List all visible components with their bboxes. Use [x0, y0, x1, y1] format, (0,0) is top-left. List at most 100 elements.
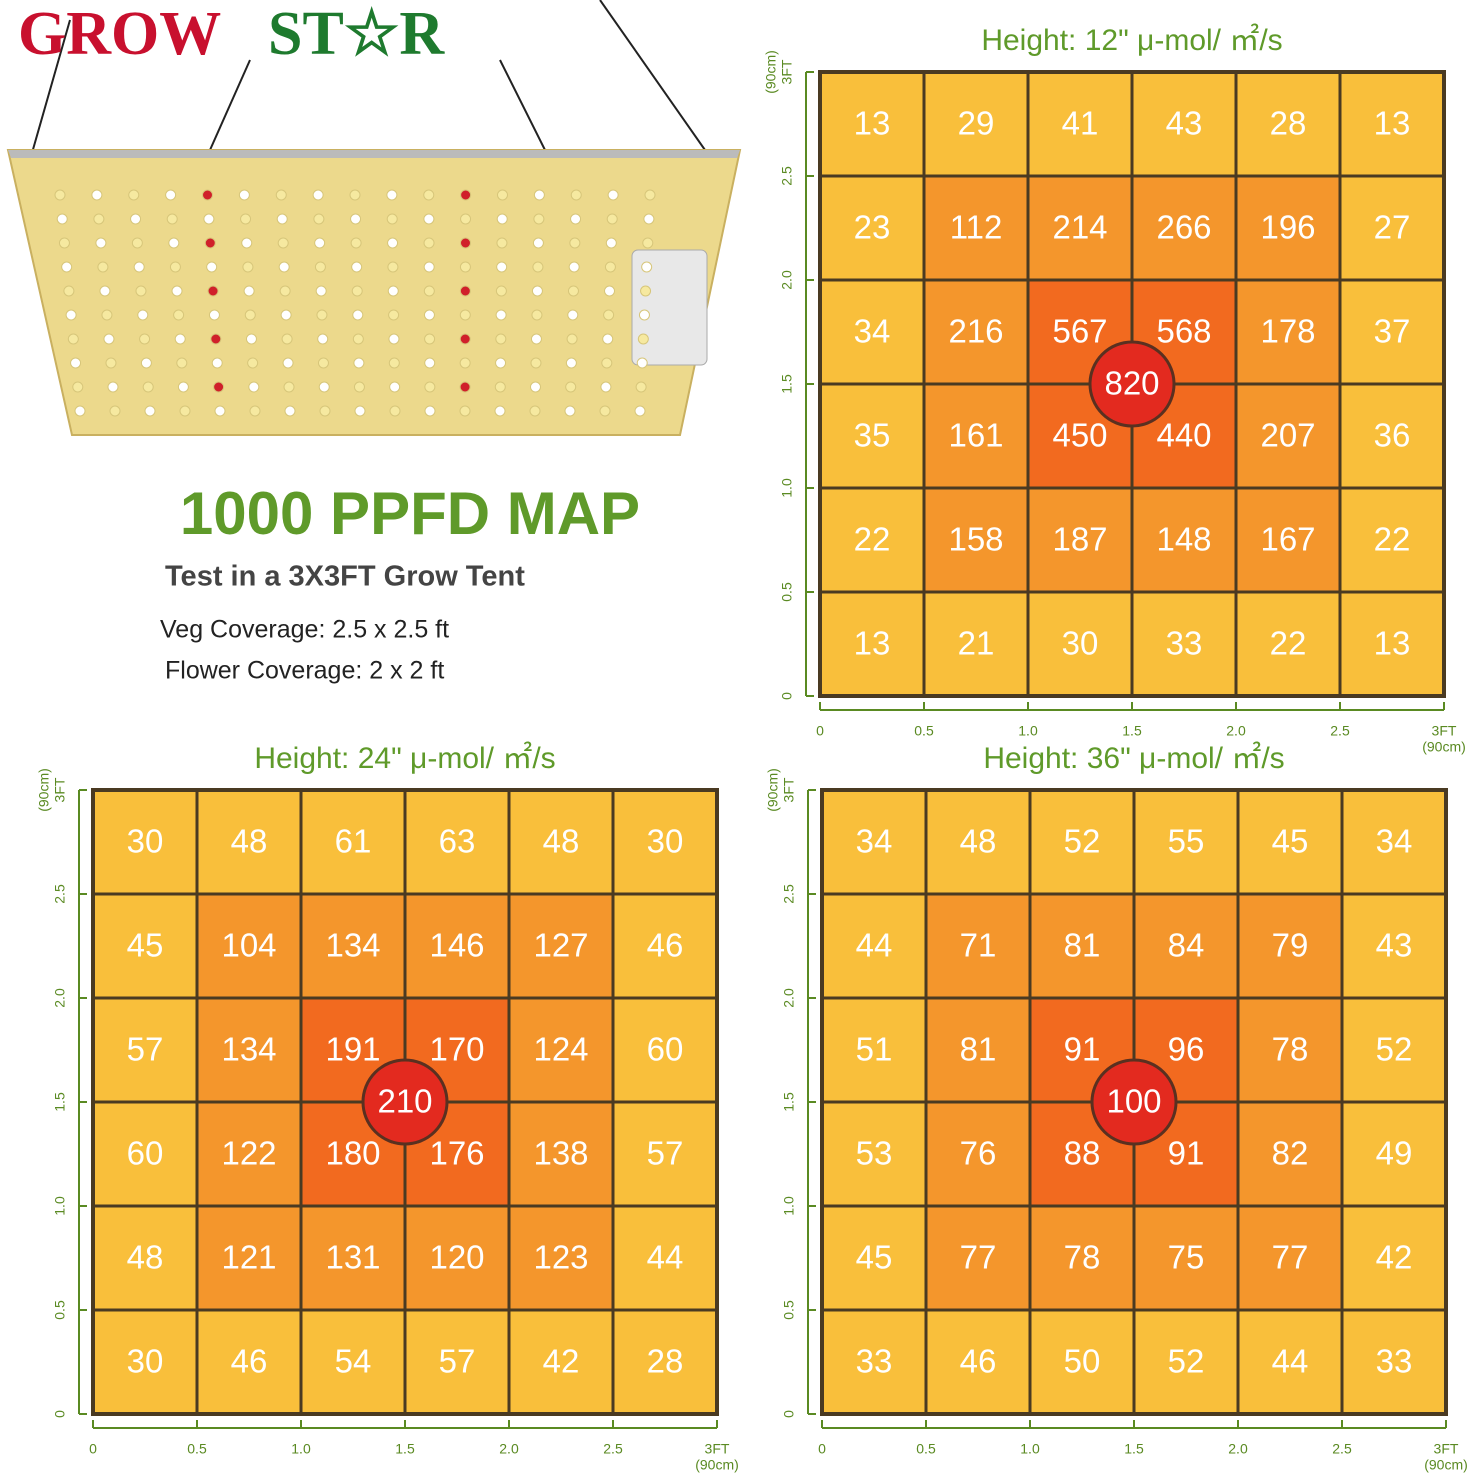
led: [566, 333, 578, 345]
led: [179, 405, 191, 417]
cell-value: 35: [854, 417, 891, 454]
cell-value: 191: [325, 1031, 380, 1068]
led: [350, 213, 362, 225]
led: [494, 405, 506, 417]
cell-value: 127: [533, 927, 588, 964]
cell-value: 91: [1064, 1031, 1101, 1068]
led: [99, 285, 111, 297]
led: [644, 189, 656, 201]
cell-value: 57: [127, 1031, 164, 1068]
led: [353, 357, 365, 369]
y-tick-label: 0: [779, 692, 795, 700]
led: [533, 213, 545, 225]
led: [529, 381, 541, 393]
cell-value: 22: [854, 521, 891, 558]
cell: [1234, 278, 1342, 386]
led: [204, 237, 216, 249]
led: [72, 381, 84, 393]
led: [54, 189, 66, 201]
cell: [611, 1308, 719, 1416]
x-tick-label: 0: [89, 1441, 97, 1457]
led: [638, 309, 650, 321]
led: [386, 213, 398, 225]
cell-value: 112: [950, 209, 1003, 246]
x-tick-label: 2.5: [603, 1441, 623, 1457]
led: [312, 189, 324, 201]
center-marker: [1090, 1058, 1178, 1146]
cell-value: 43: [1166, 105, 1203, 142]
led: [495, 285, 507, 297]
cell-value: 121: [221, 1239, 276, 1276]
cell: [820, 788, 928, 896]
led: [424, 333, 436, 345]
cell-value: 30: [127, 823, 164, 860]
led: [58, 237, 70, 249]
cell: [818, 278, 926, 386]
led: [105, 357, 117, 369]
cell-value: 216: [948, 313, 1003, 350]
cell: [922, 486, 1030, 594]
y-unit: (90cm): [765, 768, 781, 812]
led: [350, 237, 362, 249]
cell-value: 48: [127, 1239, 164, 1276]
led: [601, 357, 613, 369]
y-tick-label: 0.5: [779, 582, 795, 602]
cell-value: 54: [335, 1343, 372, 1380]
cell-value: 34: [1376, 823, 1413, 860]
led: [67, 333, 79, 345]
led: [599, 405, 611, 417]
led: [314, 261, 326, 273]
cell-value: 29: [958, 105, 995, 142]
led: [459, 381, 471, 393]
led: [244, 309, 256, 321]
cell: [611, 1204, 719, 1312]
y-tick-label: 1.5: [52, 1092, 68, 1112]
led: [210, 333, 222, 345]
led: [93, 213, 105, 225]
led: [640, 285, 652, 297]
led: [243, 285, 255, 297]
cell: [1234, 590, 1342, 698]
cell: [403, 1308, 511, 1416]
cell-value: 180: [325, 1135, 380, 1172]
frame: [820, 788, 1448, 1416]
cell-value: 36: [1374, 417, 1411, 454]
led: [133, 261, 145, 273]
led: [248, 381, 260, 393]
led: [565, 381, 577, 393]
cell-value: 75: [1168, 1239, 1205, 1276]
led: [277, 237, 289, 249]
y-tick-label: 1.0: [52, 1196, 68, 1216]
led: [570, 189, 582, 201]
cell-value: 138: [533, 1135, 588, 1172]
cell-value: 148: [1156, 521, 1211, 558]
led: [459, 309, 471, 321]
led: [533, 189, 545, 201]
cell-value: 79: [1272, 927, 1309, 964]
y-tick-label: 3FT: [781, 777, 797, 802]
cell-value: 30: [647, 823, 684, 860]
cell: [924, 892, 1032, 1000]
led: [460, 189, 472, 201]
led: [641, 261, 653, 273]
cell-value: 78: [1272, 1031, 1309, 1068]
cell-value: 45: [127, 927, 164, 964]
x-tick-label: 1.5: [1122, 723, 1142, 739]
cell-value: 214: [1052, 209, 1107, 246]
led: [315, 285, 327, 297]
x-tick-label: 2.0: [1228, 1441, 1248, 1457]
led: [607, 189, 619, 201]
led: [275, 189, 287, 201]
led: [600, 381, 612, 393]
y-tick-label: 3FT: [52, 777, 68, 802]
led: [130, 213, 142, 225]
led: [278, 261, 290, 273]
cell: [1236, 996, 1344, 1104]
brand: ST☆R: [268, 0, 445, 68]
led: [423, 189, 435, 201]
frame: [818, 70, 1446, 698]
led: [283, 381, 295, 393]
cell-value: 131: [325, 1239, 380, 1276]
cell-value: 122: [221, 1135, 276, 1172]
led: [95, 237, 107, 249]
